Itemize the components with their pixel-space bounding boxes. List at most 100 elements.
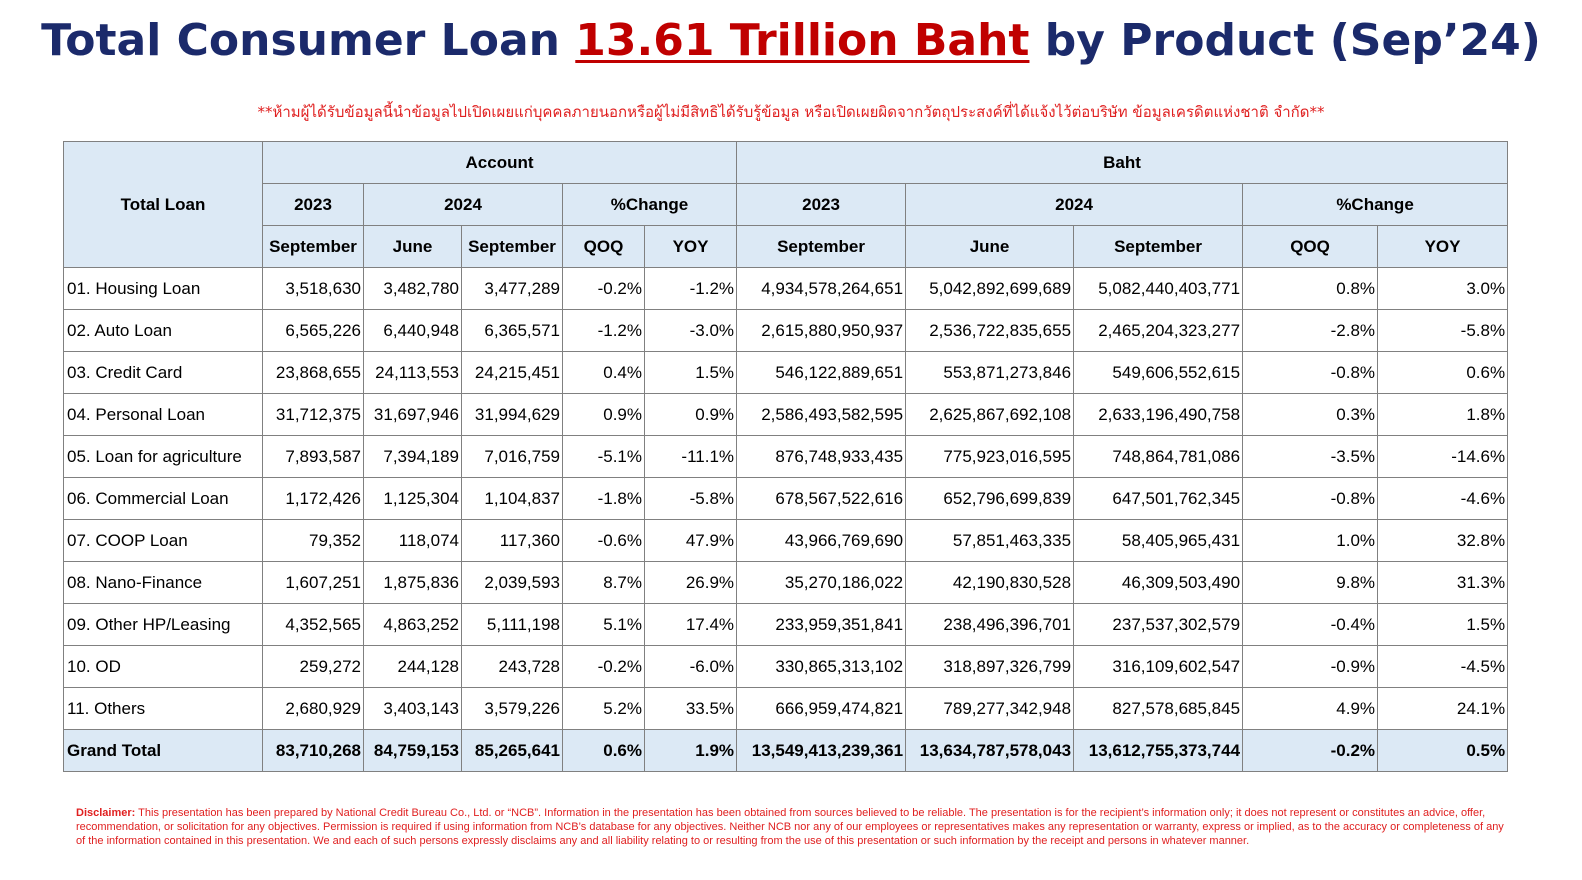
disclaimer: Disclaimer: This presentation has been p… [76, 806, 1506, 848]
baht-yoy: 1.8% [1377, 393, 1509, 436]
account-jun-2024: 3,482,780 [363, 267, 462, 310]
header-baht-group: Baht [736, 141, 1509, 184]
account-yoy: 33.5% [643, 687, 738, 730]
account-jun-2024: 1,875,836 [363, 561, 462, 604]
account-qoq: -1.8% [562, 477, 645, 520]
baht-qoq: 9.8% [1242, 561, 1379, 604]
account-qoq: 5.1% [562, 603, 645, 646]
baht-jun-2024: 318,897,326,799 [905, 645, 1075, 688]
table-header: Total Loan Account Baht 2023 2024 %Chang… [63, 141, 1509, 268]
table-body: 01. Housing Loan 3,518,630 3,482,780 3,4… [63, 267, 1509, 772]
baht-qoq: -2.8% [1242, 309, 1379, 352]
baht-sep-2024: 549,606,552,615 [1073, 351, 1244, 394]
baht-qoq: -0.9% [1242, 645, 1379, 688]
account-yoy: 26.9% [643, 561, 738, 604]
baht-sep-2023: 43,966,769,690 [736, 519, 907, 562]
account-sep-2024: 31,994,629 [461, 393, 563, 436]
account-sep-2023: 83,710,268 [262, 729, 364, 772]
account-qoq: 5.2% [562, 687, 645, 730]
account-sep-2023: 259,272 [262, 645, 364, 688]
table-row: 04. Personal Loan 31,712,375 31,697,946 … [63, 393, 1509, 436]
account-qoq: 8.7% [562, 561, 645, 604]
account-sep-2024: 3,579,226 [461, 687, 563, 730]
account-jun-2024: 118,074 [363, 519, 462, 562]
table-row: 09. Other HP/Leasing 4,352,565 4,863,252… [63, 603, 1509, 646]
title-highlight: 13.61 Trillion Baht [575, 15, 1030, 66]
page-title: Total Consumer Loan 13.61 Trillion Baht … [0, 12, 1582, 70]
baht-sep-2024: 237,537,302,579 [1073, 603, 1244, 646]
header-baht-change: %Change [1242, 183, 1509, 226]
header-baht-sep-2023: September [736, 225, 907, 268]
baht-yoy: 24.1% [1377, 687, 1509, 730]
row-label: 03. Credit Card [63, 351, 263, 394]
account-sep-2024: 117,360 [461, 519, 563, 562]
account-sep-2024: 5,111,198 [461, 603, 563, 646]
baht-sep-2024: 748,864,781,086 [1073, 435, 1244, 478]
account-sep-2023: 6,565,226 [262, 309, 364, 352]
row-label: 09. Other HP/Leasing [63, 603, 263, 646]
baht-sep-2024: 316,109,602,547 [1073, 645, 1244, 688]
account-jun-2024: 6,440,948 [363, 309, 462, 352]
table-row: 11. Others 2,680,929 3,403,143 3,579,226… [63, 687, 1509, 730]
baht-sep-2023: 666,959,474,821 [736, 687, 907, 730]
account-qoq: -0.6% [562, 519, 645, 562]
header-baht-yoy: YOY [1377, 225, 1509, 268]
title-prefix: Total Consumer Loan [41, 15, 576, 66]
account-sep-2024: 24,215,451 [461, 351, 563, 394]
header-account-change: %Change [561, 183, 738, 226]
account-sep-2024: 6,365,571 [461, 309, 563, 352]
account-qoq: -1.2% [562, 309, 645, 352]
header-account-group: Account [261, 141, 738, 184]
baht-jun-2024: 2,625,867,692,108 [905, 393, 1075, 436]
account-jun-2024: 31,697,946 [363, 393, 462, 436]
header-baht-sep-2024: September [1073, 225, 1244, 268]
baht-yoy: 1.5% [1377, 603, 1509, 646]
baht-sep-2024: 58,405,965,431 [1073, 519, 1244, 562]
header-account-2023: 2023 [262, 183, 364, 226]
account-yoy: 0.9% [643, 393, 738, 436]
baht-sep-2024: 2,465,204,323,277 [1073, 309, 1244, 352]
header-account-2024: 2024 [363, 183, 563, 226]
header-account-sep-2024: September [461, 225, 563, 268]
baht-sep-2024: 5,082,440,403,771 [1073, 267, 1244, 310]
disclaimer-label: Disclaimer: [76, 807, 136, 819]
header-total-loan: Total Loan [63, 141, 263, 268]
baht-yoy: 0.6% [1377, 351, 1509, 394]
account-sep-2023: 31,712,375 [262, 393, 364, 436]
baht-yoy: 0.5% [1377, 729, 1509, 772]
baht-qoq: -0.2% [1242, 729, 1379, 772]
account-sep-2024: 1,104,837 [461, 477, 563, 520]
baht-yoy: -14.6% [1377, 435, 1509, 478]
baht-sep-2023: 4,934,578,264,651 [736, 267, 907, 310]
baht-sep-2024: 647,501,762,345 [1073, 477, 1244, 520]
baht-jun-2024: 238,496,396,701 [905, 603, 1075, 646]
account-qoq: -5.1% [562, 435, 645, 478]
baht-jun-2024: 775,923,016,595 [905, 435, 1075, 478]
account-sep-2024: 85,265,641 [461, 729, 563, 772]
account-sep-2023: 2,680,929 [262, 687, 364, 730]
table-row: 05. Loan for agriculture 7,893,587 7,394… [63, 435, 1509, 478]
row-label: 07. COOP Loan [63, 519, 263, 562]
account-jun-2024: 3,403,143 [363, 687, 462, 730]
account-sep-2023: 4,352,565 [262, 603, 364, 646]
row-label: 08. Nano-Finance [63, 561, 263, 604]
disclaimer-text: This presentation has been prepared by N… [76, 807, 1504, 847]
account-yoy: 1.9% [643, 729, 738, 772]
header-account-jun-2024: June [363, 225, 462, 268]
title-suffix: by Product (Sep’24) [1029, 15, 1541, 66]
baht-sep-2024: 827,578,685,845 [1073, 687, 1244, 730]
baht-sep-2023: 13,549,413,239,361 [736, 729, 907, 772]
baht-qoq: -0.4% [1242, 603, 1379, 646]
confidentiality-warning: **ห้ามผู้ได้รับข้อมูลนี้นำข้อมูลไปเปิดเผ… [257, 103, 1325, 121]
account-jun-2024: 24,113,553 [363, 351, 462, 394]
baht-qoq: 0.8% [1242, 267, 1379, 310]
account-yoy: -1.2% [643, 267, 738, 310]
baht-yoy: 3.0% [1377, 267, 1509, 310]
baht-yoy: -5.8% [1377, 309, 1509, 352]
header-account-yoy: YOY [643, 225, 738, 268]
baht-sep-2023: 233,959,351,841 [736, 603, 907, 646]
baht-sep-2023: 876,748,933,435 [736, 435, 907, 478]
account-sep-2023: 79,352 [262, 519, 364, 562]
baht-sep-2023: 2,586,493,582,595 [736, 393, 907, 436]
account-sep-2024: 243,728 [461, 645, 563, 688]
